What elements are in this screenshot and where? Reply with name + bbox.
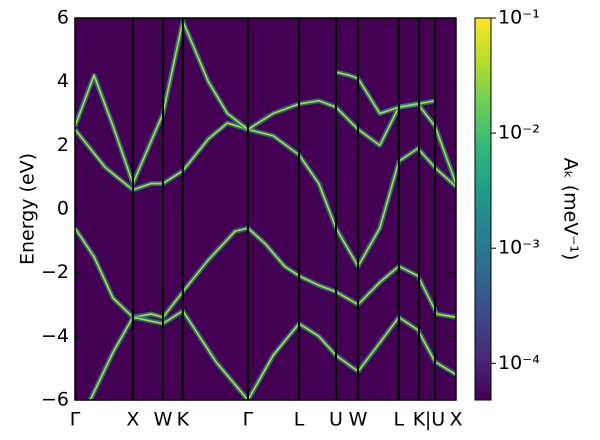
x-tick-label: W bbox=[154, 409, 173, 431]
colorbar-tick-label: 10⁻³ bbox=[498, 237, 540, 259]
colorbar-tick-label: 10⁻¹ bbox=[498, 7, 540, 29]
x-tick-label: X bbox=[126, 409, 139, 431]
y-axis-label: Energy (eV) bbox=[17, 153, 39, 265]
colorbar bbox=[474, 17, 492, 401]
y-tick-label: 4 bbox=[57, 70, 69, 92]
colorbar-label: Aₖ (meV⁻¹) bbox=[560, 158, 582, 261]
x-tick-label: |U bbox=[425, 409, 445, 431]
x-tick-label: K bbox=[413, 409, 426, 431]
y-tick-label: 0 bbox=[57, 198, 69, 220]
y-tick-label: −4 bbox=[41, 325, 69, 347]
x-tick-label: K bbox=[177, 409, 190, 431]
y-tick-label: −6 bbox=[41, 389, 69, 411]
colorbar-tick-label: 10⁻² bbox=[498, 122, 540, 144]
y-tick-label: −2 bbox=[41, 261, 69, 283]
x-tick-label: U bbox=[329, 409, 343, 431]
colorbar-tick-label: 10⁻⁴ bbox=[498, 352, 540, 374]
x-tick-label: Γ bbox=[70, 409, 81, 431]
x-tick-label: L bbox=[294, 409, 305, 431]
y-tick-label: 2 bbox=[57, 134, 69, 156]
plot-background bbox=[75, 18, 456, 400]
plot-frame bbox=[74, 17, 457, 401]
x-tick-label: W bbox=[349, 409, 368, 431]
x-tick-label: Γ bbox=[243, 409, 254, 431]
y-tick-label: 6 bbox=[57, 7, 69, 29]
x-tick-label: X bbox=[449, 409, 462, 431]
x-tick-label: L bbox=[394, 409, 405, 431]
band-line bbox=[335, 71, 436, 115]
